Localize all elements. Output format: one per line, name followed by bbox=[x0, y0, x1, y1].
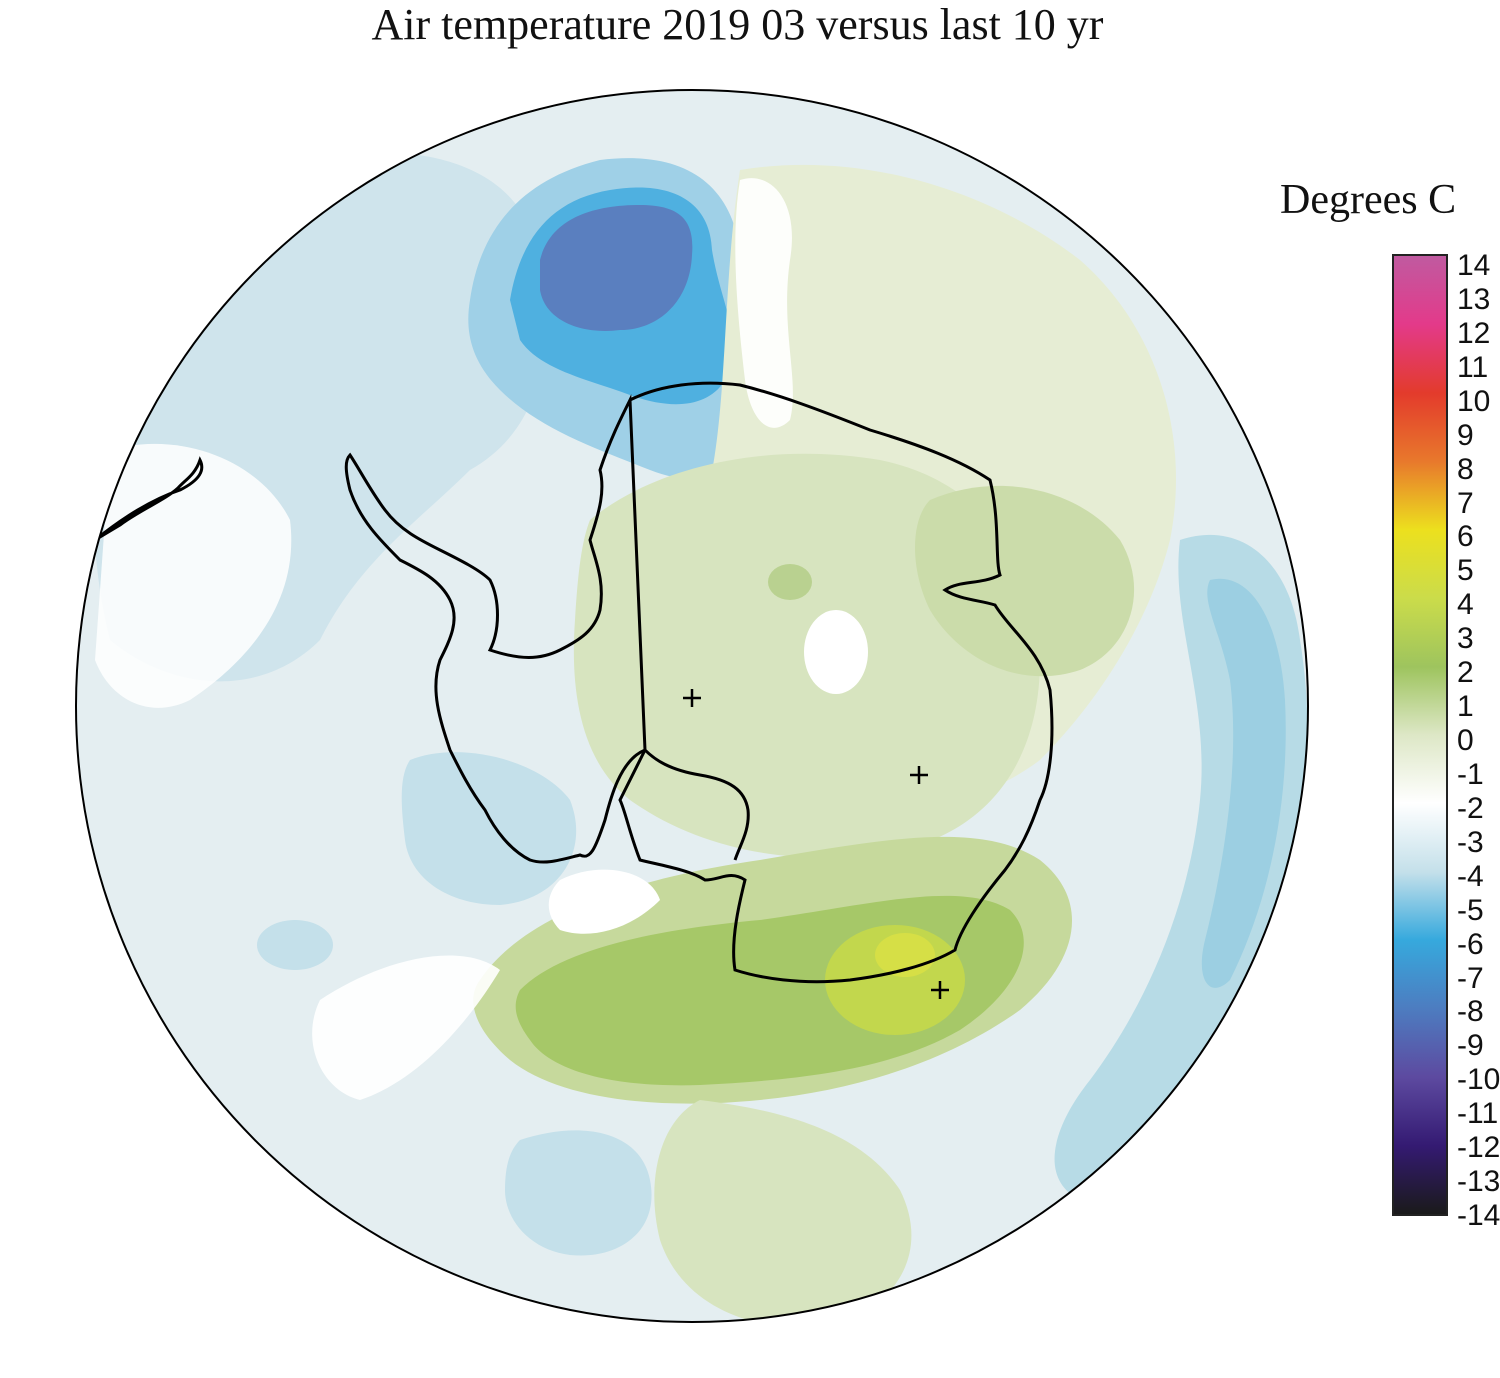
colorbar-tick-label: 10 bbox=[1457, 384, 1491, 418]
colorbar-tick-label: 14 bbox=[1457, 249, 1491, 282]
cool-patch-amundsen bbox=[401, 752, 577, 905]
cool-patch-south bbox=[505, 1130, 652, 1256]
colorbar-tick-label: -13 bbox=[1457, 1165, 1500, 1199]
south-america-coastline bbox=[94, 456, 204, 542]
polar-map bbox=[75, 89, 1309, 1323]
colorbar-tick-label: -1 bbox=[1457, 757, 1484, 791]
colorbar-tick-label: 13 bbox=[1457, 282, 1491, 316]
colorbar-tick-label: 8 bbox=[1457, 452, 1474, 486]
colorbar-tick-label: -8 bbox=[1457, 995, 1484, 1029]
map-title: Air temperature 2019 03 versus last 10 y… bbox=[371, 0, 1104, 49]
colorbar-tick-label: -2 bbox=[1457, 791, 1484, 825]
cool-region-east-core bbox=[1201, 578, 1286, 988]
colorbar-tick-label: 1 bbox=[1457, 690, 1474, 724]
colorbar-tick-label: -11 bbox=[1457, 1097, 1499, 1131]
colorbar-tick-label: 4 bbox=[1457, 588, 1474, 622]
station-markers bbox=[683, 689, 949, 999]
colorbar-tick-label: 6 bbox=[1457, 520, 1474, 554]
neutral-band-ross bbox=[548, 869, 660, 934]
colorbar-tick-label: 3 bbox=[1457, 622, 1474, 656]
warm-spot-interior bbox=[768, 564, 812, 600]
legend-title: Degrees C bbox=[1280, 177, 1457, 223]
colorbar-tick-label: -5 bbox=[1457, 893, 1484, 927]
cool-anomaly-core bbox=[540, 205, 693, 331]
marker-2 bbox=[910, 766, 928, 784]
warm-region-south bbox=[654, 1100, 912, 1322]
neutral-band-south bbox=[312, 955, 500, 1100]
marker-1 bbox=[683, 689, 701, 707]
colorbar-tick-label: 2 bbox=[1457, 656, 1474, 690]
colorbar-tick-label: 7 bbox=[1457, 486, 1474, 520]
colorbar bbox=[1392, 254, 1448, 1216]
colorbar-tick-label: -4 bbox=[1457, 859, 1484, 893]
colorbar-tick-label: -10 bbox=[1457, 1063, 1500, 1097]
colorbar-tick-label: -3 bbox=[1457, 825, 1484, 859]
warm-patch-east bbox=[915, 485, 1135, 677]
neutral-spot-interior bbox=[804, 610, 868, 694]
colorbar-tick-label: 11 bbox=[1457, 350, 1489, 384]
colorbar-tick-label: 9 bbox=[1457, 418, 1474, 452]
colorbar-tick-label: -7 bbox=[1457, 961, 1484, 995]
neutral-band-north bbox=[735, 178, 793, 428]
antarctica-coastline bbox=[344, 381, 1054, 984]
cool-patch-southwest bbox=[257, 920, 333, 970]
colorbar-tick-label: -12 bbox=[1457, 1131, 1500, 1165]
colorbar-tick-label: 0 bbox=[1457, 724, 1474, 757]
colorbar-tick-label: 5 bbox=[1457, 554, 1474, 588]
colorbar-tick-label: -14 bbox=[1457, 1199, 1500, 1232]
colorbar-tick-label: -6 bbox=[1457, 927, 1484, 961]
marker-3 bbox=[931, 981, 949, 999]
map-boundary bbox=[75, 89, 1309, 1323]
colorbar-tick-label: 12 bbox=[1457, 316, 1491, 350]
colorbar-tick-label: -9 bbox=[1457, 1029, 1484, 1063]
